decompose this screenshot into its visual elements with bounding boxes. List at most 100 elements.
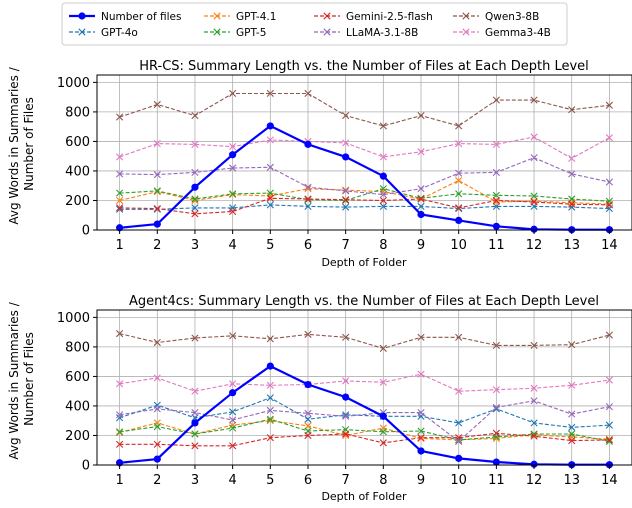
data-point bbox=[229, 151, 237, 159]
x-tick-label: 11 bbox=[488, 238, 505, 253]
x-tick-label: 10 bbox=[450, 238, 467, 253]
data-point bbox=[379, 122, 387, 130]
legend-label: Gemma3-4B bbox=[485, 27, 551, 39]
data-point bbox=[191, 442, 199, 450]
data-point bbox=[191, 430, 199, 438]
series-line bbox=[119, 124, 610, 231]
data-point bbox=[266, 434, 274, 442]
data-point bbox=[229, 389, 237, 397]
data-point bbox=[266, 362, 274, 370]
data-point bbox=[455, 419, 463, 427]
data-point bbox=[342, 411, 350, 419]
x-tick-label: 12 bbox=[526, 473, 543, 488]
data-point bbox=[342, 153, 350, 161]
data-point bbox=[266, 394, 274, 402]
data-point bbox=[455, 122, 463, 130]
data-point bbox=[530, 198, 538, 206]
data-point bbox=[153, 100, 161, 109]
data-point bbox=[568, 423, 576, 431]
data-point bbox=[342, 412, 350, 420]
x-tick-label: 12 bbox=[526, 238, 543, 253]
data-point bbox=[304, 409, 312, 417]
data-point bbox=[492, 386, 500, 394]
data-point bbox=[492, 191, 500, 199]
data-point bbox=[304, 140, 312, 148]
legend-label: GPT-5 bbox=[236, 27, 266, 39]
data-point bbox=[568, 430, 576, 438]
data-point bbox=[568, 195, 576, 203]
data-point bbox=[304, 431, 312, 440]
legend-entry-gpt-4o: GPT-4o bbox=[69, 27, 138, 39]
series-line bbox=[119, 92, 610, 127]
y-axis-label-line-2: Number of Files bbox=[22, 97, 36, 191]
data-point bbox=[605, 178, 613, 186]
x-tick-label: 5 bbox=[266, 238, 274, 253]
chart-title: Agent4cs: Summary Length vs. the Number … bbox=[129, 294, 599, 309]
data-point bbox=[116, 189, 124, 197]
data-point bbox=[191, 183, 199, 191]
x-tick-label: 4 bbox=[228, 238, 236, 253]
x-tick-label: 9 bbox=[417, 473, 425, 488]
data-point bbox=[304, 415, 312, 423]
chart-hr-cs: HR-CS: Summary Length vs. the Number of … bbox=[7, 59, 632, 269]
x-tick-label: 9 bbox=[417, 238, 425, 253]
x-tick-label: 13 bbox=[563, 238, 580, 253]
data-point bbox=[530, 397, 538, 405]
data-point bbox=[492, 458, 500, 466]
data-point bbox=[342, 187, 350, 195]
legend-entry-llama-3-1-8b: LLaMA-3.1-8B bbox=[314, 27, 418, 39]
legend-label: Gemini-2.5-flash bbox=[346, 11, 433, 23]
series-gemini-2-5-flash bbox=[116, 194, 613, 218]
x-axis-label: Depth of Folder bbox=[321, 490, 407, 503]
series-gemma3-4b bbox=[116, 370, 613, 395]
data-point bbox=[304, 195, 312, 203]
data-point bbox=[191, 140, 199, 148]
legend-marker bbox=[462, 12, 470, 20]
data-point bbox=[342, 196, 350, 204]
data-point bbox=[379, 439, 387, 447]
plot-frame bbox=[96, 309, 632, 466]
legend-marker bbox=[78, 28, 86, 36]
data-point bbox=[116, 113, 124, 121]
data-point bbox=[530, 154, 538, 162]
x-tick-label: 10 bbox=[450, 473, 467, 488]
data-point bbox=[417, 434, 425, 442]
data-point bbox=[605, 201, 613, 209]
data-point bbox=[492, 403, 500, 412]
data-point bbox=[153, 220, 161, 228]
data-point bbox=[530, 133, 538, 141]
legend-label: Qwen3-8B bbox=[485, 11, 539, 23]
data-point bbox=[191, 409, 199, 417]
data-point bbox=[530, 432, 538, 440]
data-point bbox=[191, 195, 199, 203]
data-point bbox=[605, 134, 613, 142]
y-tick-label: 800 bbox=[65, 340, 90, 355]
data-point bbox=[568, 341, 576, 349]
y-tick-label: 600 bbox=[65, 370, 90, 385]
data-point bbox=[379, 202, 387, 210]
data-point bbox=[417, 185, 425, 193]
series-gemma3-4b bbox=[116, 133, 613, 162]
data-point bbox=[116, 204, 124, 212]
data-point bbox=[342, 333, 350, 341]
data-point bbox=[153, 374, 161, 382]
data-point bbox=[229, 190, 237, 198]
series-llama-3-1-8b bbox=[116, 397, 613, 445]
legend-marker bbox=[462, 28, 470, 36]
data-point bbox=[229, 332, 237, 340]
data-point bbox=[342, 112, 350, 120]
plot-frame bbox=[96, 74, 632, 231]
data-point bbox=[342, 377, 350, 385]
data-point bbox=[530, 225, 538, 233]
legend-entry-gemma3-4b: Gemma3-4B bbox=[453, 27, 551, 39]
data-point bbox=[266, 136, 274, 144]
x-tick-label: 2 bbox=[153, 238, 161, 253]
x-tick-label: 4 bbox=[228, 473, 236, 488]
data-point bbox=[191, 168, 199, 177]
data-point bbox=[568, 170, 576, 178]
data-point bbox=[266, 194, 274, 202]
y-tick-label: 1000 bbox=[57, 311, 90, 326]
x-tick-label: 14 bbox=[601, 238, 618, 253]
data-point bbox=[417, 370, 425, 378]
